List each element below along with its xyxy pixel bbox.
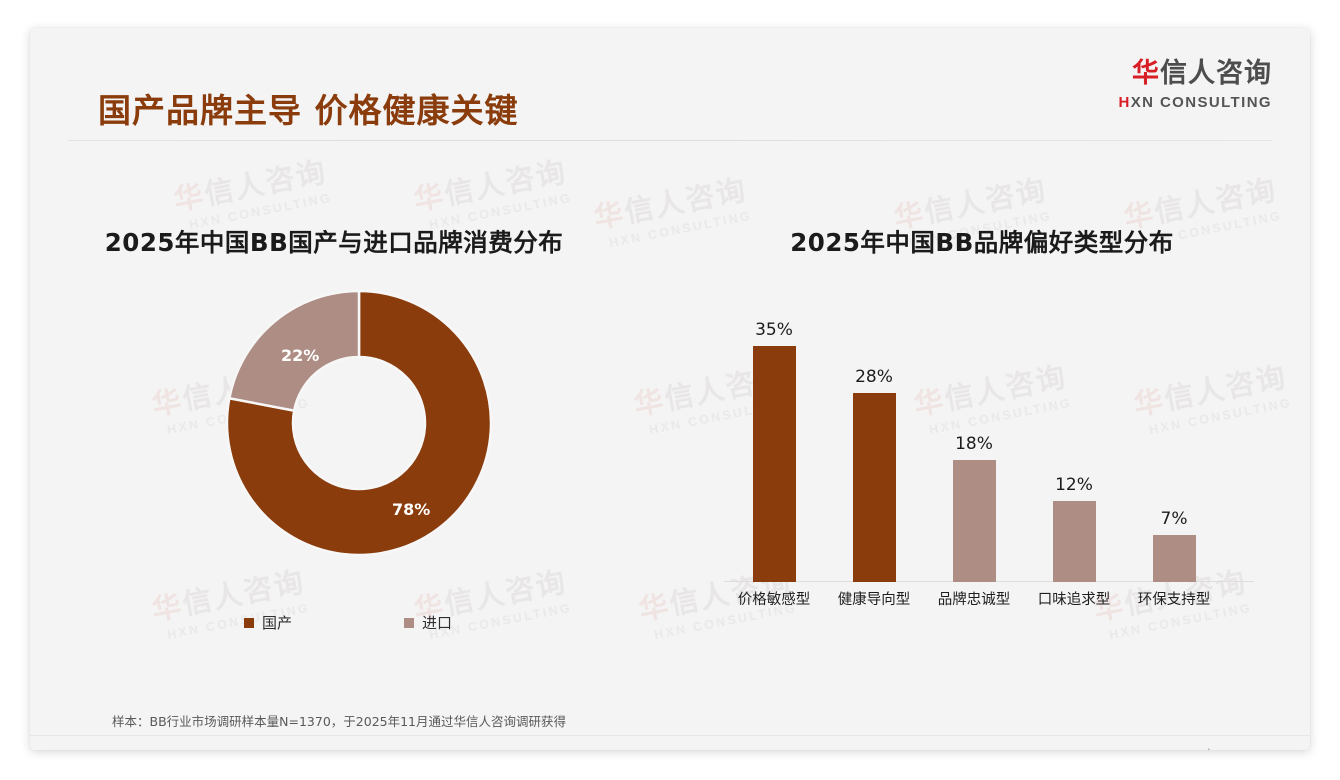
bar-value-label: 35% bbox=[755, 320, 793, 340]
brand-logo-cn-first: 华 bbox=[1132, 58, 1160, 89]
brand-logo-en: HXN CONSULTING bbox=[1119, 95, 1273, 110]
brand-logo-cn-rest: 信人咨询 bbox=[1160, 58, 1272, 89]
bar[interactable] bbox=[1053, 501, 1096, 582]
slide-content: 2025年中国BB国产与进口品牌消费分布 22% 78% 国产 进口 2025年… bbox=[30, 142, 1310, 662]
legend-item-domestic[interactable]: 国产 bbox=[243, 612, 292, 633]
slide-header: 国产品牌主导 价格健康关键 华信人咨询 HXN CONSULTING bbox=[30, 28, 1310, 142]
bar-chart: 35% 价格敏感型 28% 健康导向型 18% 品牌忠诚型 12% 口味追求型 7% 环保支持型 bbox=[724, 292, 1254, 608]
bar-column: 28% 健康导向型 bbox=[824, 292, 924, 608]
bar-category-label: 口味追求型 bbox=[1037, 592, 1111, 608]
bar-category-label: 环保支持型 bbox=[1137, 592, 1211, 608]
slide-footer: ©2026.1 HXR华信人咨询 www.hxrcon.com bbox=[30, 736, 1310, 750]
donut-label-domestic: 78% bbox=[392, 500, 431, 519]
donut-label-imported: 22% bbox=[281, 346, 320, 365]
donut-legend: 国产 进口 bbox=[68, 612, 628, 633]
bar-column: 35% 价格敏感型 bbox=[724, 292, 824, 608]
donut-chart-title: 2025年中国BB国产与进口品牌消费分布 bbox=[104, 228, 564, 257]
donut-chart: 22% 78% bbox=[224, 288, 494, 558]
brand-logo-en-rest: XN CONSULTING bbox=[1130, 94, 1272, 111]
brand-logo-en-first: H bbox=[1118, 94, 1131, 111]
bar-value-label: 7% bbox=[1160, 509, 1188, 529]
bar-category-label: 价格敏感型 bbox=[737, 592, 811, 608]
donut-slice[interactable] bbox=[225, 289, 493, 557]
bar-column: 7% 环保支持型 bbox=[1124, 292, 1224, 608]
brand-logo: 华信人咨询 HXN CONSULTING bbox=[1119, 60, 1273, 110]
header-divider bbox=[68, 140, 1272, 141]
source-footnote: 样本：BB行业市场调研样本量N=1370，于2025年11月通过华信人咨询调研获… bbox=[112, 714, 567, 729]
website-url: www.hxrcon.com bbox=[1178, 747, 1272, 750]
legend-swatch-imported bbox=[404, 617, 414, 628]
bar[interactable] bbox=[753, 346, 796, 582]
bar-value-label: 12% bbox=[1055, 475, 1093, 495]
bar-column: 18% 品牌忠诚型 bbox=[924, 292, 1024, 608]
brand-logo-cn: 华信人咨询 bbox=[1119, 60, 1273, 87]
bar-chart-panel: 2025年中国BB品牌偏好类型分布 35% 价格敏感型 28% 健康导向型 18% 品牌忠… bbox=[680, 142, 1280, 662]
donut-slice[interactable] bbox=[227, 289, 361, 413]
donut-svg bbox=[225, 289, 493, 557]
footer-divider bbox=[30, 735, 1310, 736]
donut-chart-panel: 2025年中国BB国产与进口品牌消费分布 22% 78% 国产 进口 bbox=[68, 142, 668, 662]
bar-value-label: 18% bbox=[955, 434, 993, 454]
legend-item-imported[interactable]: 进口 bbox=[404, 612, 452, 633]
bar-chart-title: 2025年中国BB品牌偏好类型分布 bbox=[790, 228, 1174, 257]
slide-canvas: 华信人咨询 HXN CONSULTING 华信人咨询 HXN CONSULTING华信… bbox=[30, 28, 1310, 750]
bar-category-label: 健康导向型 bbox=[837, 592, 911, 608]
page-title: 国产品牌主导 价格健康关键 bbox=[98, 91, 519, 130]
bar[interactable] bbox=[853, 393, 896, 582]
bar-category-label: 品牌忠诚型 bbox=[937, 592, 1011, 608]
bar-value-label: 28% bbox=[855, 367, 893, 387]
bar-column: 12% 口味追求型 bbox=[1024, 292, 1124, 608]
legend-label-imported: 进口 bbox=[422, 614, 453, 632]
bar[interactable] bbox=[1153, 535, 1196, 582]
bar[interactable] bbox=[953, 460, 996, 582]
copyright-text: ©2026.1 HXR华信人咨询 bbox=[98, 746, 253, 750]
legend-label-domestic: 国产 bbox=[261, 614, 292, 632]
legend-swatch-domestic bbox=[243, 617, 254, 628]
